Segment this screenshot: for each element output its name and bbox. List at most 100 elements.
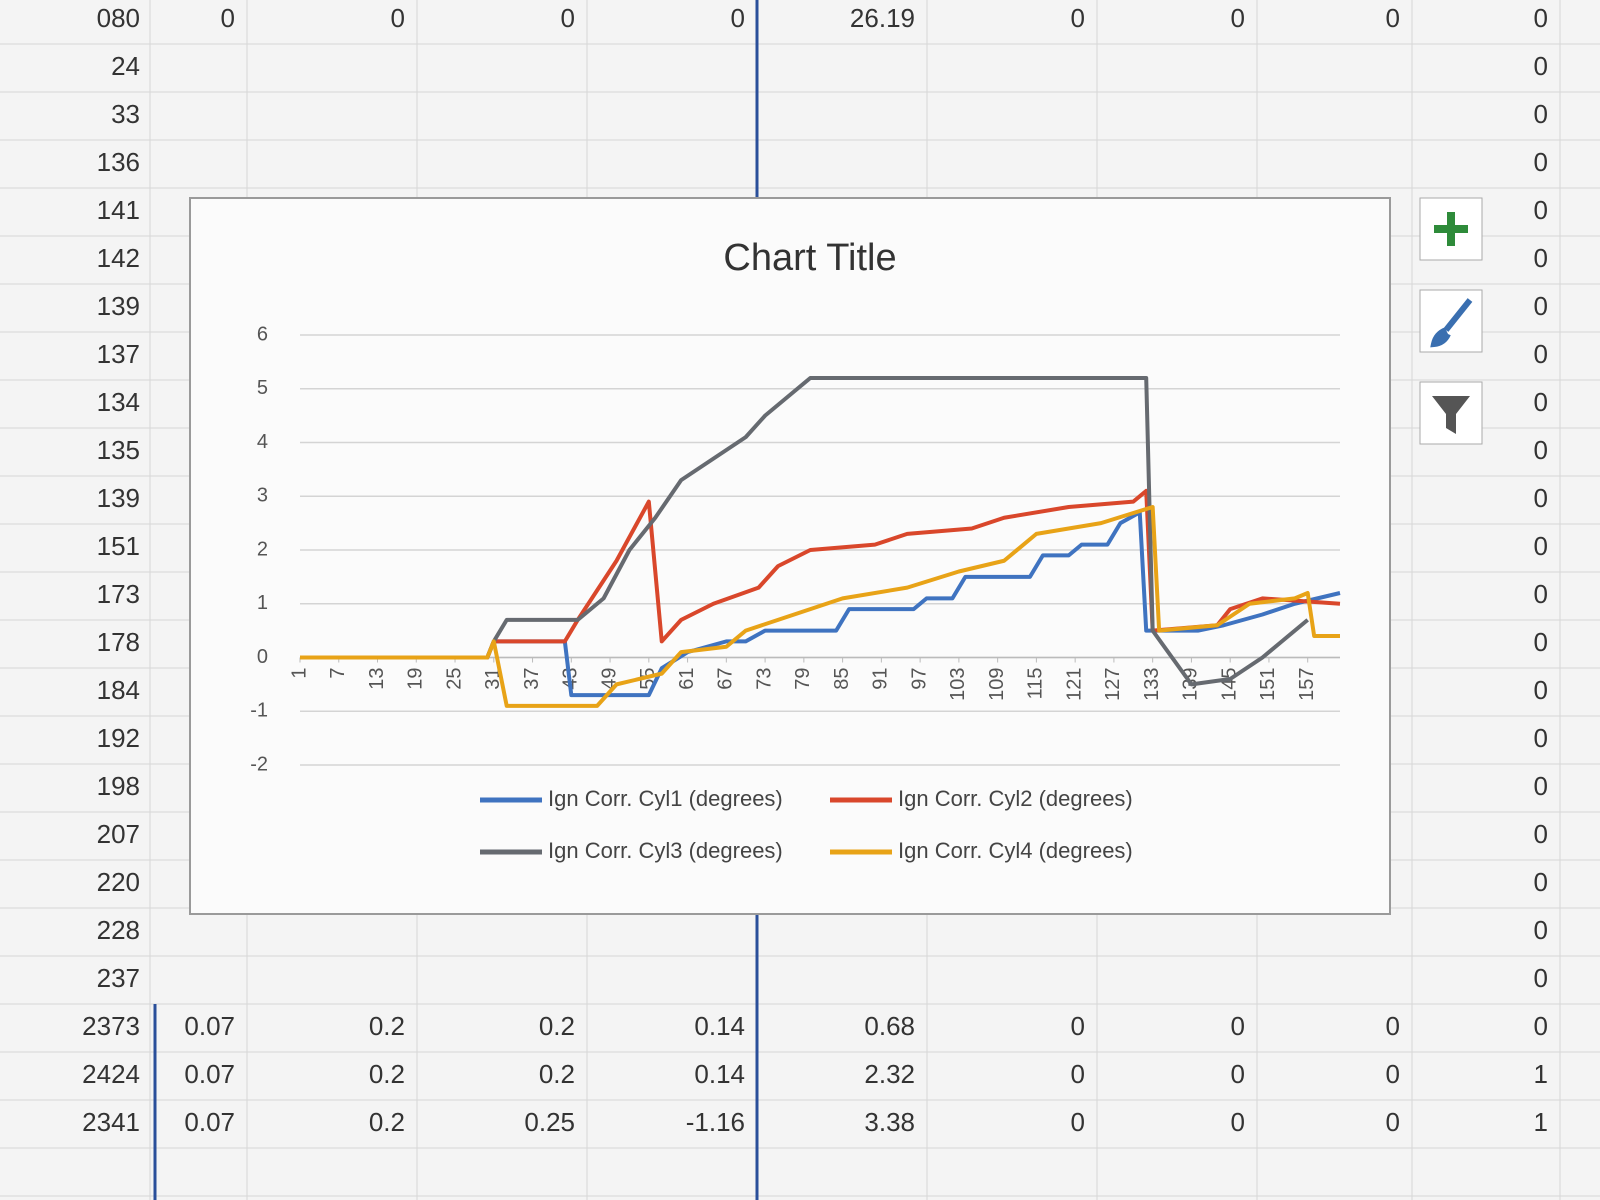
legend-label: Ign Corr. Cyl1 (degrees)	[548, 786, 783, 811]
cell: 0	[1534, 483, 1548, 513]
cell: 0	[1386, 3, 1400, 33]
cell: 0.2	[539, 1059, 575, 1089]
y-tick-label: 0	[257, 646, 268, 668]
cell: 0	[1071, 3, 1085, 33]
x-tick-label: 37	[521, 668, 543, 690]
x-tick-label: 109	[986, 668, 1008, 701]
cell: 237	[97, 963, 140, 993]
x-tick-label: 73	[753, 668, 775, 690]
x-tick-label: 19	[405, 668, 427, 690]
cell: 0	[1534, 435, 1548, 465]
cell: 137	[97, 339, 140, 369]
cell: 184	[97, 675, 140, 705]
x-tick-label: 85	[831, 668, 853, 690]
cell: 0	[1534, 99, 1548, 129]
cell: 0	[1534, 867, 1548, 897]
cell: 142	[97, 243, 140, 273]
chart-title: Chart Title	[723, 237, 896, 279]
cell: 0	[1386, 1011, 1400, 1041]
cell: 0	[1534, 531, 1548, 561]
cell: 2.32	[864, 1059, 915, 1089]
x-tick-label: 115	[1025, 668, 1047, 700]
y-tick-label: 3	[257, 485, 268, 507]
cell: 1	[1534, 1059, 1548, 1089]
y-tick-label: -2	[250, 753, 268, 775]
cell: 0	[1534, 1011, 1548, 1041]
cell: 26.19	[850, 3, 915, 33]
x-tick-label: 121	[1063, 668, 1085, 701]
cell: 228	[97, 915, 140, 945]
y-tick-label: 1	[257, 592, 268, 614]
cell: 0	[1071, 1059, 1085, 1089]
x-tick-label: 157	[1296, 668, 1318, 701]
cell: 0	[1534, 243, 1548, 273]
x-tick-label: 103	[947, 668, 969, 701]
cell: 0	[1534, 819, 1548, 849]
x-tick-label: 61	[676, 668, 698, 690]
cell: 2424	[82, 1059, 140, 1089]
cell: 0	[1534, 675, 1548, 705]
cell: 1	[1534, 1107, 1548, 1137]
cell: 0	[1071, 1011, 1085, 1041]
cell: 0.14	[694, 1059, 745, 1089]
cell: 141	[97, 195, 140, 225]
plus-icon	[1434, 212, 1468, 246]
cell: 33	[111, 99, 140, 129]
cell: 0	[1534, 963, 1548, 993]
chart-frame[interactable]	[189, 197, 1391, 915]
y-tick-label: 5	[257, 377, 268, 399]
cell: 0	[1534, 579, 1548, 609]
cell: 0	[1534, 915, 1548, 945]
x-tick-label: 127	[1102, 668, 1124, 701]
brush-icon	[1430, 298, 1473, 348]
cell: 0	[221, 3, 235, 33]
cell: 0.2	[369, 1011, 405, 1041]
cell: 0	[1231, 1107, 1245, 1137]
cell: 0	[1386, 1107, 1400, 1137]
cell: 0	[1534, 3, 1548, 33]
cell: 0.2	[369, 1107, 405, 1137]
cell: 192	[97, 723, 140, 753]
series-line	[300, 376, 1309, 687]
cell: 220	[97, 867, 140, 897]
cell: 173	[97, 579, 140, 609]
x-tick-label: 133	[1141, 668, 1163, 701]
cell: 139	[97, 291, 140, 321]
cell: 0	[1534, 771, 1548, 801]
y-tick-label: 2	[257, 538, 268, 560]
cell: -1.16	[686, 1107, 745, 1137]
cell: 151	[97, 531, 140, 561]
cell: 0	[391, 3, 405, 33]
cell: 207	[97, 819, 140, 849]
chart-buttons	[1419, 197, 1483, 445]
cell: 0	[1534, 723, 1548, 753]
x-tick-label: 97	[908, 668, 930, 690]
cell: 0	[1534, 195, 1548, 225]
cell: 0	[731, 3, 745, 33]
x-tick-label: 91	[870, 668, 892, 690]
cell: 0	[1534, 387, 1548, 417]
cell: 0.14	[694, 1011, 745, 1041]
cell: 135	[97, 435, 140, 465]
legend-label: Ign Corr. Cyl3 (degrees)	[548, 838, 783, 863]
cell: 0.68	[864, 1011, 915, 1041]
cell: 0.07	[184, 1107, 235, 1137]
cell: 080	[97, 3, 140, 33]
series-line	[300, 505, 1340, 708]
x-tick-label: 7	[327, 668, 349, 679]
filter-icon	[1432, 396, 1470, 434]
cell: 0	[1231, 3, 1245, 33]
legend-label: Ign Corr. Cyl2 (degrees)	[898, 786, 1133, 811]
x-tick-label: 151	[1257, 668, 1279, 701]
y-tick-label: 4	[257, 431, 268, 453]
cell: 0	[1534, 147, 1548, 177]
cell: 0	[1534, 291, 1548, 321]
cell: 2373	[82, 1011, 140, 1041]
cell: 134	[97, 387, 140, 417]
cell: 139	[97, 483, 140, 513]
cell: 0.2	[369, 1059, 405, 1089]
cell: 0	[1534, 627, 1548, 657]
cell: 2341	[82, 1107, 140, 1137]
cell: 136	[97, 147, 140, 177]
